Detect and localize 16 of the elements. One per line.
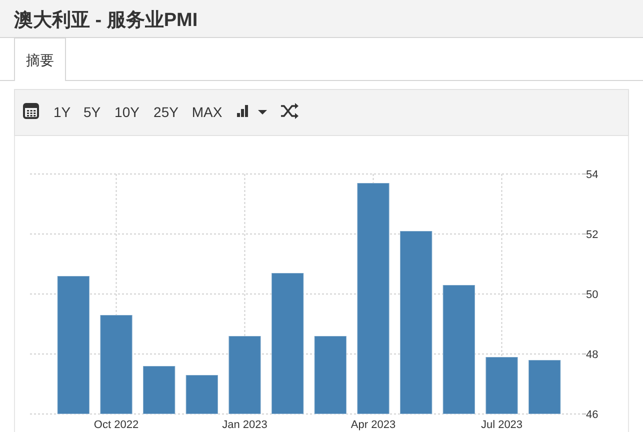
y-tick-label: 54 <box>586 169 598 181</box>
text: 25Y <box>154 104 180 120</box>
text: 摘要 <box>26 52 54 68</box>
y-tick-label: 46 <box>586 409 598 421</box>
x-tick-label: Jul 2023 <box>480 419 523 431</box>
text: 10Y <box>114 104 140 120</box>
chart-title: 澳大利亚 - 服务业PMI <box>13 9 198 31</box>
text: 1Y <box>53 104 72 120</box>
y-tick-label: 52 <box>586 229 598 241</box>
y-tick-label: 48 <box>586 349 598 361</box>
x-tick-label: Jan 2023 <box>222 419 268 431</box>
text: 5Y <box>83 104 102 120</box>
x-tick-label: Oct 2022 <box>94 419 139 431</box>
x-tick-label: Apr 2023 <box>350 419 396 431</box>
y-tick-label: 50 <box>586 289 598 301</box>
text: MAX <box>192 104 223 120</box>
